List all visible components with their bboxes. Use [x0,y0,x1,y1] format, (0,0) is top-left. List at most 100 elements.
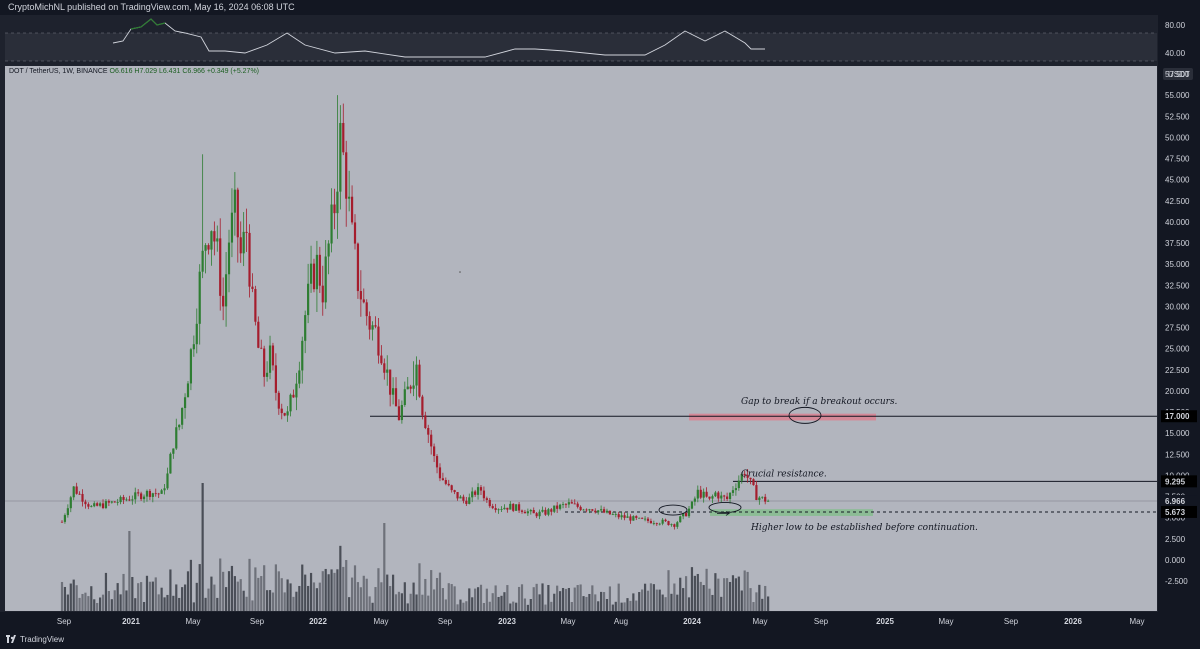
currency-badge-bg [1163,68,1193,80]
volume-bar [350,577,354,611]
volume-bars [60,483,770,611]
candle-body [321,285,324,303]
candle-body [219,238,222,296]
price-tag-last: 6.966 [1165,497,1186,506]
candle-body [178,424,181,428]
volume-bar [233,576,236,611]
price-scale[interactable]: 80.00 40.00 USDT 57.500 55.000 52.500 50.000 47… [1158,15,1200,615]
candle-body [412,385,415,389]
candle-body [503,507,506,510]
candle-body [75,486,78,494]
volume-bar [600,591,603,611]
volume-bar [526,604,529,611]
candle-body [661,519,664,524]
candle-body [186,383,190,398]
candle-body [608,510,612,515]
candle-body [673,524,676,527]
candle-body [699,489,702,498]
candle-body [714,492,717,497]
candle-body [726,496,729,499]
volume-bar [608,586,612,611]
price-tick-label: 40.000 [1165,218,1190,227]
time-label: Sep [57,617,72,626]
volume-bar [81,593,84,611]
candle-body [210,231,213,250]
volume-bar [116,583,119,611]
volume-bar [304,574,307,611]
price-pane[interactable]: Gap to break if a breakout occurs. Crucia… [5,66,1157,611]
price-tick-label: -2.500 [1165,577,1188,586]
candle-body [192,344,195,350]
candle-body [591,509,594,511]
volume-bar [409,593,412,611]
candle-body [690,501,694,509]
symbol-legend: DOT / TetherUS, 1W, BINANCE O6.616 H7.02… [9,68,259,75]
volume-bar [119,594,122,611]
volume-bar [676,594,679,611]
candle-body [380,355,383,364]
candle-body [430,434,433,447]
time-label: May [185,617,200,626]
volume-bar [435,577,439,611]
candle-body [506,507,509,510]
candle-body [734,488,737,491]
candle-body [488,499,491,507]
time-scale[interactable]: Sep 2021 May Sep 2022 May Sep 2023 May Aug 2024 May… [0,612,1200,630]
volume-bar [400,593,403,611]
candle-body [752,479,755,486]
rsi-pane[interactable] [5,15,1157,63]
candle-body [90,506,93,508]
candle-body [69,497,72,509]
candle-body [145,490,149,497]
candle-body [119,496,122,503]
volume-bar [444,599,447,611]
volume-bar [564,588,568,611]
volume-bar [321,571,324,611]
price-tick-label: 12.500 [1165,450,1190,459]
volume-bar [679,577,682,611]
volume-bar [406,603,409,611]
volume-bar [137,583,140,611]
candle-body [236,189,239,238]
volume-bar [418,563,421,611]
candle-body [175,427,178,449]
volume-bar [482,602,486,611]
volume-bar [664,597,667,611]
candle-body [723,495,726,497]
volume-bar [101,594,105,611]
volume-bar [567,587,570,611]
candle-body [737,480,740,489]
volume-bar [280,578,283,611]
volume-bar [312,582,316,611]
candle-body [764,496,767,502]
candle-body [676,522,679,527]
candle-body [222,295,225,307]
volume-bar [318,582,321,611]
candle-body [400,404,403,421]
volume-bar [315,588,319,611]
volume-bar [620,602,623,611]
candle-body [181,408,184,425]
volume-bar [573,587,576,611]
support-circle-right [708,502,742,513]
candle-body [588,509,591,511]
volume-bar [383,523,386,611]
volume-bar [380,582,383,611]
volume-bar [353,565,357,611]
candle-body [122,496,125,500]
volume-bar [239,579,242,611]
volume-bar [529,598,532,611]
candle-body [720,495,723,499]
candle-body [597,510,600,513]
candle-body [66,508,69,516]
volume-bar [459,599,462,611]
candle-body [342,122,345,153]
volume-bar [474,588,477,611]
volume-bar [154,577,157,611]
candle-body [682,513,685,517]
volume-bar [391,574,395,611]
candle-body [646,518,650,521]
candle-body [453,490,456,493]
volume-bar [767,596,770,611]
